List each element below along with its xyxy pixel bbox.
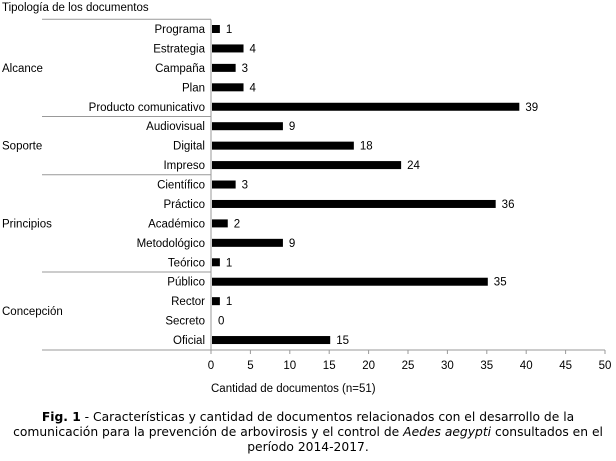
x-tick-label: 15 [323,360,336,372]
x-tick-label: 5 [247,360,253,372]
x-tick-label: 0 [208,360,214,372]
x-tick-label: 30 [441,360,454,372]
category-label: Académico [148,218,205,230]
group-label: Concepción [2,306,63,318]
category-label: Teórico [168,257,205,269]
category-label: Estrategia [153,43,205,55]
caption-text-end: consultados en el período 2014-2017. [247,425,603,454]
x-tick-label: 20 [362,360,375,372]
x-tick-label: 50 [599,360,612,372]
bar-estrategia [212,44,244,53]
caption-text: - Características y cantidad de document… [13,410,575,439]
data-label: 3 [242,63,248,75]
data-label: 9 [289,238,295,250]
bar-oficial [212,336,331,345]
category-label: Producto comunicativo [89,102,205,114]
data-label: 1 [226,24,232,36]
bar-digital [212,141,354,150]
data-label: 18 [360,141,373,153]
data-label: 39 [525,102,538,114]
x-tick-label: 25 [402,360,415,372]
bar-producto-comunicativo [212,102,520,111]
bar-plan [212,83,244,92]
category-label: Digital [173,141,205,153]
group-label: Soporte [2,141,42,153]
x-tick-label: 10 [283,360,296,372]
bar-académico [212,219,228,228]
caption-species: Aedes aegypti [403,425,492,439]
category-label: Impreso [163,160,205,172]
data-label: 1 [226,296,232,308]
category-label: Oficial [173,335,205,347]
data-label: 1 [226,257,232,269]
category-label: Práctico [163,199,205,211]
category-label: Científico [157,180,205,192]
category-label: Rector [171,296,205,308]
bar-programa [212,25,220,33]
data-label: 2 [234,218,240,230]
category-label: Secreto [165,316,205,328]
x-tick-label: 45 [559,360,572,372]
data-label: 35 [494,277,507,289]
category-label: Audiovisual [146,121,205,133]
bar-impreso [212,161,402,170]
group-label: Principios [2,218,52,230]
data-label: 4 [250,82,257,94]
bar-metodológico [212,238,283,247]
bar-rector [212,297,220,306]
x-tick-label: 35 [480,360,493,372]
data-label: 9 [289,121,295,133]
bar-audiovisual [212,122,283,131]
bar-práctico [212,199,496,208]
bar-científico [212,180,236,189]
data-label: 3 [242,180,248,192]
x-tick-label: 40 [520,360,533,372]
data-label: 36 [502,199,515,211]
x-axis-label: Cantidad de documentos (n=51) [211,383,376,395]
category-label: Público [167,277,205,289]
bar-público [212,277,488,286]
data-label: 24 [407,160,420,172]
data-label: 4 [250,43,257,55]
data-label: 15 [336,335,349,347]
category-label: Campaña [155,63,205,75]
figure-caption: Fig. 1 - Características y cantidad de d… [0,410,616,455]
data-label: 0 [218,316,224,328]
category-label: Plan [182,82,205,94]
bar-campaña [212,63,236,72]
group-label: Alcance [2,63,43,75]
bar-teórico [212,258,220,267]
caption-label: Fig. 1 [41,410,81,424]
category-label: Programa [155,24,206,36]
category-label: Metodológico [137,238,205,250]
chart-title: Tipología de los documentos [2,2,149,14]
